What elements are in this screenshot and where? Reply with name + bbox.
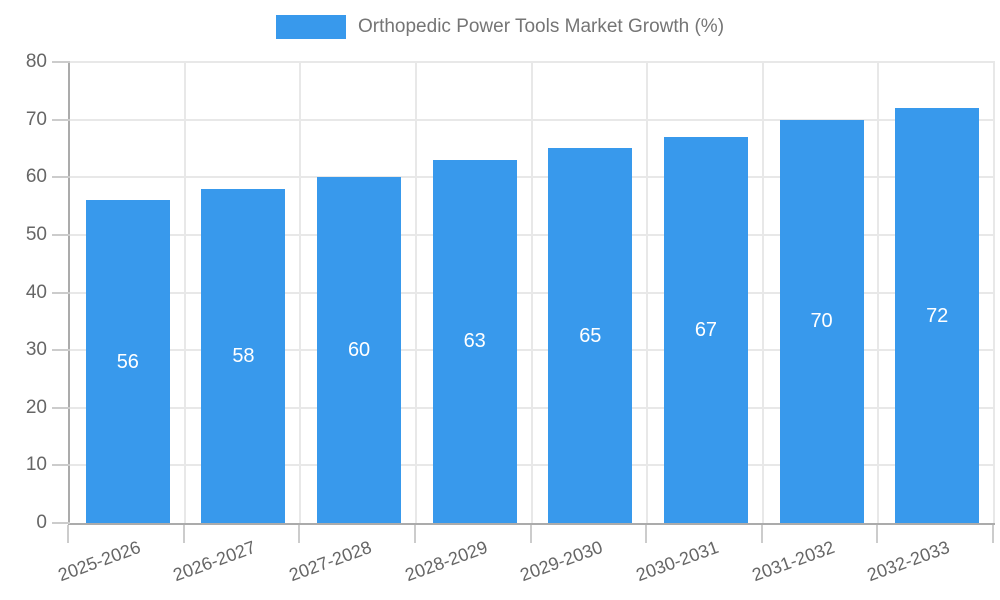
plot-area: 56 58 60 63 65 67 70 72 [68,61,995,525]
x-axis-tick [760,525,763,543]
y-axis-tick [52,233,70,236]
x-axis-tick [413,525,416,543]
gridline-horizontal [70,233,995,236]
gridline-vertical [877,62,880,523]
bar-value-label: 67 [694,318,718,341]
x-axis-tick [992,525,994,543]
gridline-vertical [646,62,649,523]
bar-value-label: 63 [463,330,486,353]
gridline-horizontal [70,176,995,179]
y-tick-label: 30 [25,339,47,361]
x-axis-tick [876,525,879,543]
y-axis-tick [52,118,70,121]
y-tick-label: 40 [25,281,47,303]
y-tick-label: 60 [25,166,47,188]
y-tick-label: 70 [25,108,47,130]
bar [317,177,402,523]
x-axis-tick [645,525,648,543]
x-axis-tick [67,525,69,543]
y-tick-label: 80 [25,51,47,72]
legend-label: Orthopedic Power Tools Market Growth (%) [357,16,725,37]
bar-value-label: 58 [232,344,255,367]
bar [432,159,517,523]
y-tick-label: 20 [25,396,47,418]
bar [85,200,170,523]
gridline-horizontal [70,406,995,409]
y-axis-tick [52,176,70,179]
bar [779,119,864,523]
x-axis-tick [182,525,185,543]
legend-swatch [275,15,346,39]
x-axis-tick [298,525,301,543]
y-axis-tick [52,61,70,63]
gridline-horizontal [70,464,995,467]
gridline-vertical [993,62,995,523]
bar [895,108,980,523]
bar-value-label: 65 [579,324,602,347]
gridline-horizontal [70,349,995,352]
gridline-vertical [183,62,186,523]
bar-value-label: 56 [116,350,139,373]
bar-value-label: 72 [926,304,949,327]
gridline-horizontal [70,118,995,121]
y-axis-tick [52,291,70,294]
bar [201,188,286,523]
gridline-vertical [414,62,417,523]
gridline-horizontal [70,291,995,294]
legend[interactable]: Orthopedic Power Tools Market Growth (%) [0,15,1000,39]
y-tick-label: 0 [36,512,47,533]
gridline-vertical [530,62,533,523]
y-axis-tick [52,522,70,524]
gridline-horizontal [70,61,995,63]
gridline-vertical [299,62,302,523]
gridline-vertical [761,62,764,523]
y-axis-tick [52,464,70,467]
bar-value-label: 70 [810,310,833,333]
bar-value-label: 60 [347,339,371,362]
y-tick-label: 50 [25,223,47,245]
bar [663,136,748,523]
x-axis-tick [529,525,532,543]
bar [548,148,633,523]
y-axis-tick [52,406,70,409]
y-tick-label: 10 [25,454,47,476]
y-axis-tick [52,349,70,352]
